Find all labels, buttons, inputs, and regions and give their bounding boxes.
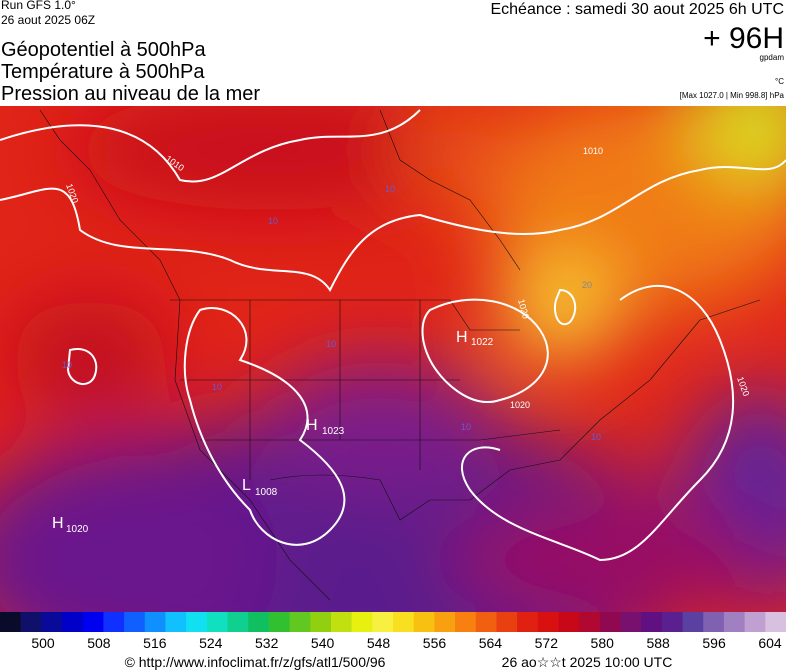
title: Pression au niveau de la mer bbox=[1, 83, 260, 105]
color-swatch bbox=[144, 612, 166, 632]
color-swatch bbox=[599, 612, 622, 632]
color-swatch bbox=[186, 612, 208, 632]
high-marker: H bbox=[52, 515, 64, 532]
colorbar-label: 548 bbox=[367, 635, 391, 651]
temperature-label: 10 bbox=[591, 432, 601, 442]
unit: gpdam bbox=[760, 53, 785, 62]
pressure-range: [Max 1027.0 | Min 998.8] hPa bbox=[680, 91, 785, 100]
color-swatch bbox=[372, 612, 394, 632]
colorbar-label: 516 bbox=[143, 635, 167, 651]
low-pressure: 1008 bbox=[255, 487, 278, 498]
colorbar-label: 556 bbox=[423, 635, 447, 651]
color-swatch bbox=[82, 612, 104, 632]
colorbar-label: 500 bbox=[31, 635, 55, 651]
color-swatch bbox=[330, 612, 353, 632]
color-swatch bbox=[641, 612, 663, 632]
colorbar-label: 596 bbox=[702, 635, 726, 651]
temperature-label: 10 bbox=[268, 216, 278, 226]
temperature-label: 10 bbox=[212, 382, 222, 392]
color-swatch bbox=[744, 612, 766, 632]
run-date: 26 aout 2025 06Z bbox=[1, 13, 95, 27]
color-swatch bbox=[579, 612, 601, 632]
color-swatch bbox=[393, 612, 415, 632]
colorbar: 500 508 516 524 532 540 548 556 564 572 580 588 596 6… bbox=[0, 612, 786, 651]
low-marker: L bbox=[242, 477, 251, 494]
colorbar-label: 532 bbox=[255, 635, 279, 651]
color-swatch bbox=[517, 612, 539, 632]
color-swatch bbox=[62, 612, 84, 632]
temperature-label: 10 bbox=[326, 339, 336, 349]
temperature-label: 10 bbox=[385, 184, 395, 194]
colorbar-label: 524 bbox=[199, 635, 223, 651]
isobar-label: 1020 bbox=[510, 400, 530, 410]
color-swatch bbox=[537, 612, 559, 632]
color-swatch bbox=[206, 612, 229, 632]
high-pressure: 1023 bbox=[322, 426, 345, 437]
color-swatch bbox=[765, 612, 786, 632]
color-swatch bbox=[0, 612, 22, 632]
color-swatch bbox=[227, 612, 249, 632]
unit: °C bbox=[775, 77, 784, 86]
color-swatch bbox=[41, 612, 63, 632]
colorbar-label: 580 bbox=[591, 635, 615, 651]
color-swatch bbox=[703, 612, 725, 632]
color-swatch bbox=[661, 612, 684, 632]
color-swatch bbox=[496, 612, 518, 632]
title: Géopotentiel à 500hPa bbox=[1, 39, 206, 61]
color-swatch bbox=[620, 612, 642, 632]
color-swatch bbox=[124, 612, 146, 632]
high-pressure: 1022 bbox=[471, 337, 494, 348]
temperature-label: 20 bbox=[582, 280, 592, 290]
color-swatch bbox=[682, 612, 704, 632]
color-swatch bbox=[103, 612, 125, 632]
color-swatch bbox=[475, 612, 497, 632]
colorbar-label: 604 bbox=[758, 635, 782, 651]
high-marker: H bbox=[306, 417, 318, 434]
color-swatch bbox=[310, 612, 332, 632]
title: Température à 500hPa bbox=[1, 61, 205, 83]
color-swatch bbox=[455, 612, 477, 632]
source-url: © http://www.infoclimat.fr/z/gfs/atl1/50… bbox=[125, 654, 386, 670]
map: 1010 1020 10 10 1010 20 1020 H 1022 10 1… bbox=[0, 106, 786, 612]
color-swatch bbox=[558, 612, 580, 632]
colorbar-label: 572 bbox=[535, 635, 559, 651]
colorbar-label: 508 bbox=[87, 635, 111, 651]
temperature-label: 10 bbox=[62, 360, 72, 370]
color-swatch bbox=[289, 612, 311, 632]
timestamp: 26 ao☆☆t 2025 10:00 UTC bbox=[502, 654, 673, 670]
colorbar-label: 588 bbox=[646, 635, 670, 651]
color-swatch bbox=[413, 612, 435, 632]
colorbar-label: 564 bbox=[479, 635, 503, 651]
color-swatch bbox=[351, 612, 373, 632]
high-pressure: 1020 bbox=[66, 524, 89, 535]
lead-time: + 96H bbox=[703, 22, 784, 55]
run: Run GFS 1.0° bbox=[1, 0, 76, 12]
isobar-label: 1010 bbox=[583, 146, 603, 156]
color-swatch bbox=[20, 612, 42, 632]
colorbar-label: 540 bbox=[311, 635, 335, 651]
temperature-label: 10 bbox=[461, 422, 471, 432]
color-swatch bbox=[248, 612, 270, 632]
color-swatch bbox=[723, 612, 746, 632]
color-swatch bbox=[434, 612, 456, 632]
high-marker: H bbox=[456, 329, 468, 346]
color-swatch bbox=[165, 612, 187, 632]
color-swatch bbox=[268, 612, 291, 632]
forecast: Echéance : samedi 30 aout 2025 6h UTC bbox=[490, 1, 784, 18]
